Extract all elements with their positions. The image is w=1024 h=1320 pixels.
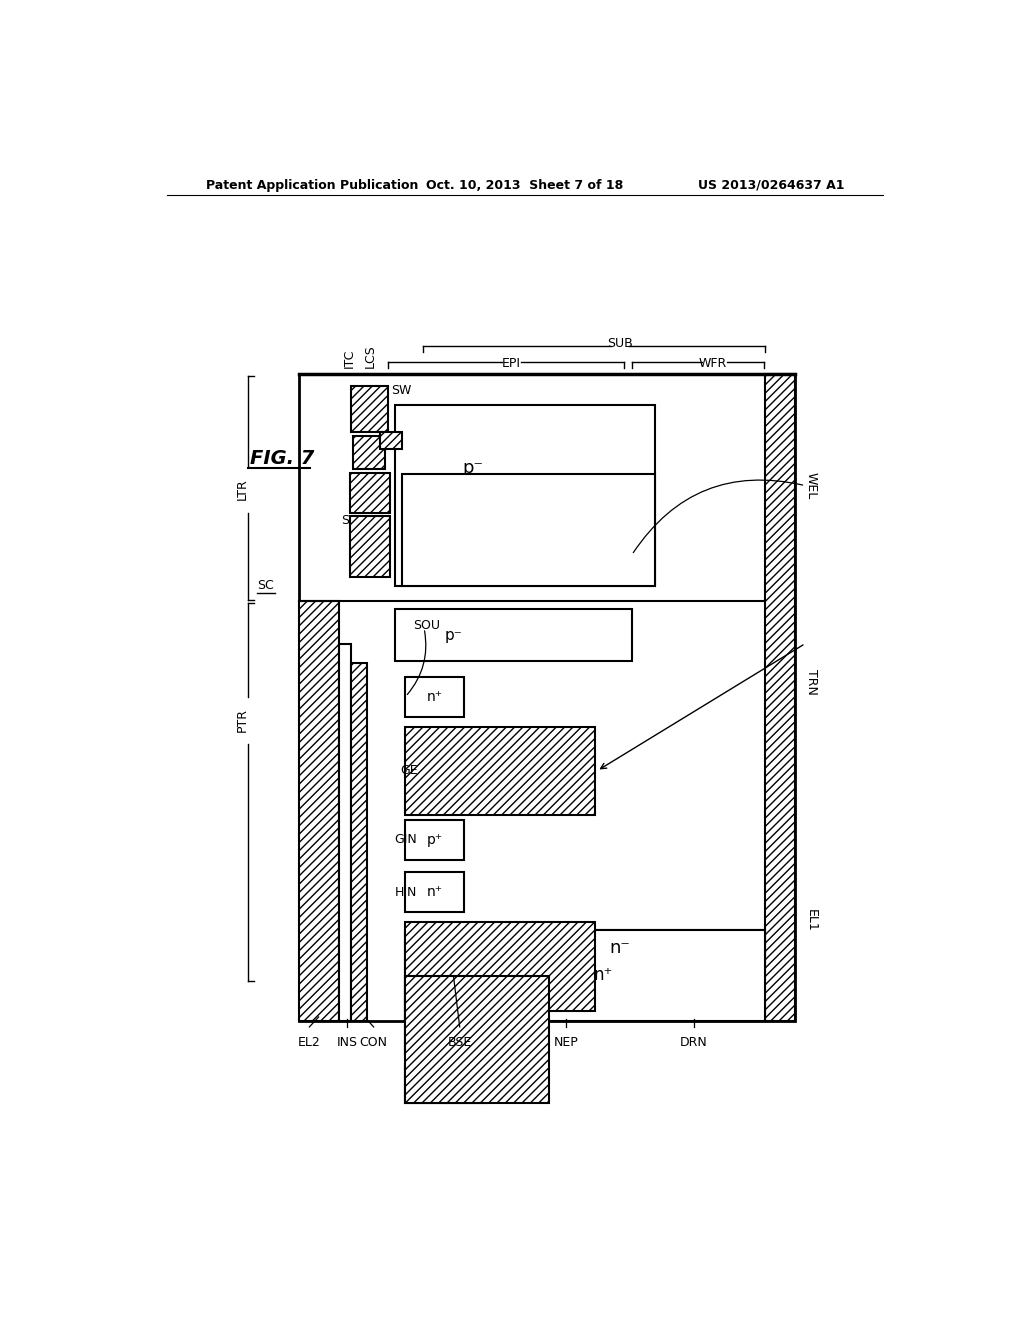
Bar — [406, 977, 549, 1104]
Text: EL2: EL2 — [298, 1036, 321, 1049]
Text: ITC: ITC — [343, 348, 356, 368]
Text: SUB: SUB — [607, 337, 633, 350]
Text: GIN2: GIN2 — [350, 479, 381, 492]
Bar — [395, 609, 632, 661]
Bar — [406, 929, 765, 1020]
Bar — [339, 644, 351, 1020]
Bar — [406, 726, 595, 816]
Text: LCS: LCS — [365, 345, 377, 368]
Text: p⁻: p⁻ — [444, 627, 463, 643]
Bar — [299, 374, 795, 1020]
Text: HIN: HIN — [394, 886, 417, 899]
Text: BSE: BSE — [447, 1036, 472, 1049]
Text: GE2: GE2 — [377, 436, 402, 449]
Text: p: p — [462, 1077, 470, 1092]
Text: INS: INS — [337, 1036, 357, 1049]
Text: EL1: EL1 — [805, 909, 818, 932]
Text: US 2013/0264637 A1: US 2013/0264637 A1 — [697, 178, 844, 191]
Bar — [445, 1067, 486, 1104]
Text: n⁺: n⁺ — [427, 886, 443, 899]
Text: CON: CON — [359, 1036, 388, 1049]
Text: LTR: LTR — [236, 479, 249, 500]
Text: n⁺: n⁺ — [594, 966, 613, 985]
Text: DRN: DRN — [680, 1036, 708, 1049]
Bar — [349, 516, 390, 577]
Text: n⁺: n⁺ — [427, 689, 443, 704]
Text: NEP: NEP — [554, 1036, 579, 1049]
Text: PTR: PTR — [236, 709, 249, 733]
Text: WEL: WEL — [805, 473, 818, 499]
Text: p⁺: p⁺ — [427, 833, 443, 847]
Text: n⁻: n⁻ — [609, 940, 631, 957]
Text: TRN: TRN — [805, 669, 818, 694]
Bar — [351, 385, 388, 432]
Bar — [406, 923, 595, 1011]
Bar — [352, 436, 385, 469]
Bar — [406, 873, 464, 912]
Bar — [299, 601, 339, 1020]
Text: FIG. 7: FIG. 7 — [251, 449, 314, 469]
Text: WFR: WFR — [699, 356, 727, 370]
Bar — [765, 374, 795, 1020]
Bar — [351, 663, 367, 1020]
Text: SOU: SOU — [413, 619, 440, 632]
Text: Patent Application Publication: Patent Application Publication — [206, 178, 418, 191]
Bar — [395, 405, 655, 586]
Bar — [380, 432, 401, 449]
Bar — [406, 1067, 445, 1104]
Bar — [401, 474, 655, 586]
Text: p⁻: p⁻ — [463, 459, 483, 477]
Text: p⁺: p⁺ — [427, 1028, 443, 1043]
Bar — [406, 1015, 464, 1056]
Text: SW: SW — [391, 384, 412, 397]
Text: n⁺: n⁺ — [418, 1077, 433, 1092]
Bar — [349, 474, 390, 513]
Bar — [406, 677, 464, 717]
Text: Oct. 10, 2013  Sheet 7 of 18: Oct. 10, 2013 Sheet 7 of 18 — [426, 178, 624, 191]
Text: SD: SD — [341, 513, 358, 527]
Text: GE: GE — [400, 764, 418, 777]
Bar — [475, 929, 765, 966]
Text: GIN: GIN — [394, 833, 417, 846]
Bar — [406, 820, 464, 859]
Text: EPI: EPI — [502, 356, 521, 370]
Text: SC: SC — [258, 579, 274, 593]
